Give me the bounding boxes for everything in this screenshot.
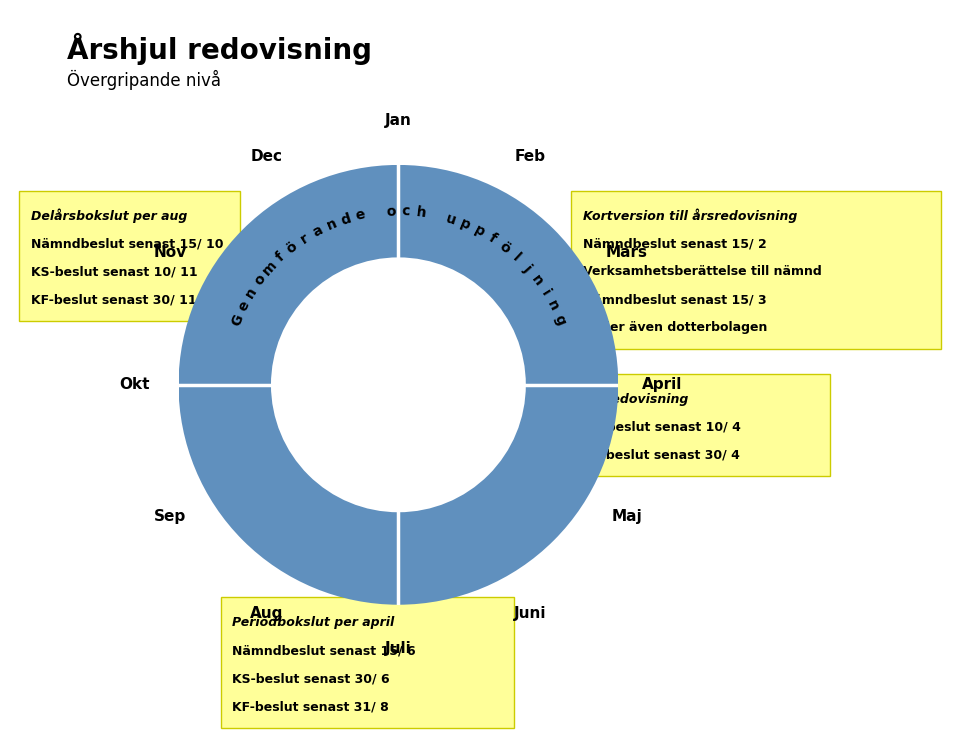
FancyBboxPatch shape: [571, 374, 830, 476]
Text: p: p: [458, 216, 472, 233]
Text: n: n: [544, 298, 562, 314]
Text: n: n: [324, 216, 339, 233]
Text: e: e: [235, 298, 252, 313]
Text: o: o: [252, 272, 269, 288]
Text: Övergripande nivå: Övergripande nivå: [67, 70, 221, 89]
Text: n: n: [528, 272, 545, 288]
Text: Mars: Mars: [606, 246, 648, 260]
Text: Periodbokslut per april: Periodbokslut per april: [232, 616, 395, 629]
Text: i: i: [539, 287, 553, 298]
Text: KF-beslut senast 31/ 8: KF-beslut senast 31/ 8: [232, 700, 389, 713]
Text: Delårsbokslut per aug: Delårsbokslut per aug: [31, 208, 187, 223]
Text: o: o: [386, 204, 396, 218]
Text: KF-beslut senast 30/ 4: KF-beslut senast 30/ 4: [583, 449, 739, 462]
Text: Nämndbeslut senast 15/ 3: Nämndbeslut senast 15/ 3: [583, 293, 766, 306]
Text: m: m: [259, 258, 279, 279]
Text: ö: ö: [284, 239, 300, 256]
Text: n: n: [243, 284, 260, 301]
Text: Feb: Feb: [515, 149, 546, 163]
Text: h: h: [416, 205, 427, 220]
Text: p: p: [471, 223, 487, 240]
Text: Årsredovisning: Årsredovisning: [583, 391, 689, 406]
FancyBboxPatch shape: [221, 597, 514, 728]
Text: KS-beslut senast 10/ 4: KS-beslut senast 10/ 4: [583, 421, 740, 434]
Text: Maj: Maj: [612, 509, 642, 524]
Text: Nov: Nov: [154, 246, 186, 260]
Text: Jan: Jan: [385, 114, 412, 128]
Text: Årshjul redovisning: Årshjul redovisning: [67, 33, 372, 65]
Text: KF-beslut senast 30/ 11: KF-beslut senast 30/ 11: [31, 293, 197, 306]
Text: f: f: [486, 231, 498, 246]
Circle shape: [179, 165, 618, 605]
Text: ö: ö: [496, 239, 513, 256]
Text: d: d: [339, 211, 352, 227]
FancyBboxPatch shape: [19, 191, 240, 321]
Text: Verksamhetsberättelse till nämnd: Verksamhetsberättelse till nämnd: [583, 265, 822, 279]
Text: Juli: Juli: [385, 641, 412, 656]
Text: April: April: [642, 377, 683, 392]
Text: Kortversion till årsredovisning: Kortversion till årsredovisning: [583, 208, 797, 223]
Text: g: g: [551, 312, 567, 327]
Text: Nämndbeslut senast 15/ 2: Nämndbeslut senast 15/ 2: [583, 237, 766, 251]
Text: f: f: [274, 250, 287, 265]
Text: Dec: Dec: [251, 149, 282, 163]
Text: Aug: Aug: [250, 606, 283, 621]
Circle shape: [271, 257, 526, 512]
Text: Nämndbeslut senast 15/ 10: Nämndbeslut senast 15/ 10: [31, 237, 224, 251]
Text: c: c: [401, 205, 411, 218]
Text: G: G: [228, 312, 246, 328]
Text: Okt: Okt: [119, 377, 150, 392]
Text: j: j: [520, 262, 534, 275]
Text: Gäller även dotterbolagen: Gäller även dotterbolagen: [583, 321, 767, 334]
Text: Sep: Sep: [154, 509, 186, 524]
Text: a: a: [310, 223, 325, 240]
Text: e: e: [354, 207, 367, 224]
Text: Nämndbeslut senast 15/ 6: Nämndbeslut senast 15/ 6: [232, 644, 416, 658]
Text: Juni: Juni: [515, 606, 546, 621]
Text: l: l: [510, 251, 523, 264]
Text: u: u: [444, 211, 458, 227]
FancyBboxPatch shape: [571, 191, 941, 349]
Text: r: r: [298, 231, 311, 246]
Text: KS-beslut senast 30/ 6: KS-beslut senast 30/ 6: [232, 672, 390, 685]
Text: KS-beslut senast 10/ 11: KS-beslut senast 10/ 11: [31, 265, 198, 279]
